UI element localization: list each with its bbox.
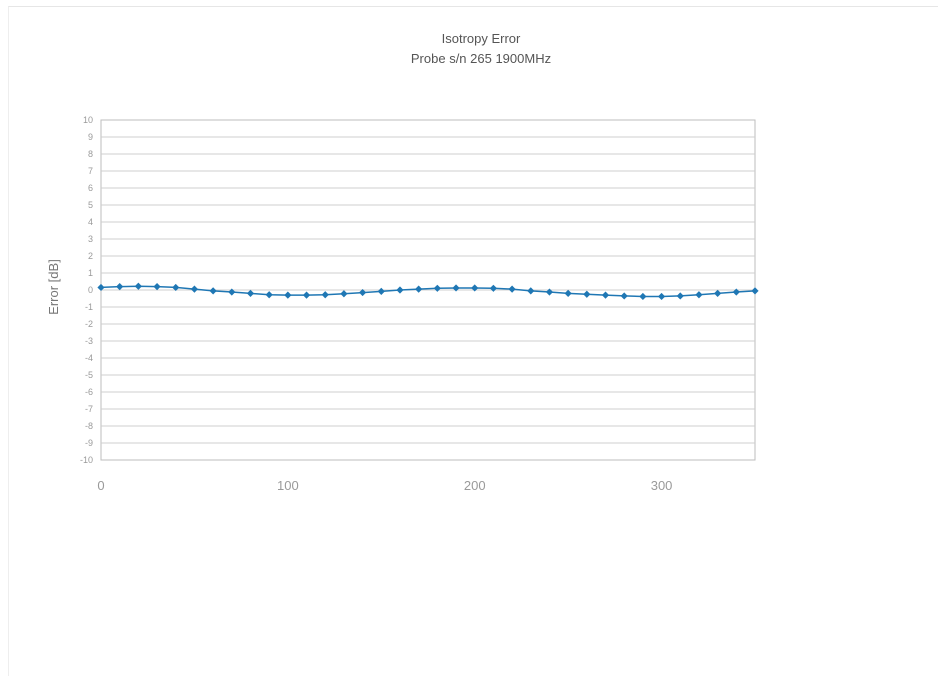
y-tick-label: 0 <box>88 285 93 295</box>
y-tick-label: -4 <box>85 353 93 363</box>
y-tick-label: -8 <box>85 421 93 431</box>
data-point <box>676 292 684 300</box>
y-tick-label: 10 <box>83 115 93 125</box>
y-tick-label: 3 <box>88 234 93 244</box>
gridlines <box>101 136 755 444</box>
x-tick-label: 0 <box>97 478 104 493</box>
y-axis-label: Error [dB] <box>46 259 61 315</box>
y-tick-label: 4 <box>88 217 93 227</box>
data-point <box>302 291 311 299</box>
data-point <box>620 292 628 300</box>
chart-title: Isotropy Error <box>442 31 521 46</box>
data-point <box>359 288 367 297</box>
y-tick-label: 5 <box>88 200 93 210</box>
data-point <box>134 282 142 290</box>
data-point <box>583 290 591 298</box>
x-tick-label: 200 <box>464 478 486 493</box>
data-point <box>695 291 703 299</box>
y-tick-label: -6 <box>85 387 93 397</box>
data-point <box>639 292 647 301</box>
data-point <box>564 289 572 297</box>
data-point <box>284 291 292 299</box>
y-tick-label: 8 <box>88 149 93 159</box>
y-tick-label: -7 <box>85 404 93 414</box>
data-point <box>265 291 273 299</box>
y-tick-label: -2 <box>85 319 93 329</box>
data-point <box>714 289 722 297</box>
y-tick-label: 6 <box>88 183 93 193</box>
y-tick-label: -9 <box>85 438 93 448</box>
data-point <box>209 287 217 295</box>
x-tick-label: 300 <box>651 478 673 493</box>
x-tick-labels: 0 100 200 300 <box>97 478 672 493</box>
y-tick-label: 7 <box>88 166 93 176</box>
chart-subtitle: Probe s/n 265 1900MHz <box>411 51 551 66</box>
chart-frame <box>8 6 938 676</box>
y-tick-label: -3 <box>85 336 93 346</box>
data-point <box>433 284 441 292</box>
data-point <box>97 283 105 292</box>
data-point <box>527 287 535 295</box>
data-point <box>489 284 497 292</box>
data-point <box>340 290 348 298</box>
data-point <box>228 288 236 296</box>
data-point <box>246 289 255 297</box>
y-tick-label: 9 <box>88 132 93 142</box>
y-tick-label: -1 <box>85 302 93 312</box>
data-point <box>396 286 404 294</box>
data-point <box>321 291 329 299</box>
data-point <box>172 283 180 292</box>
data-point <box>657 292 666 301</box>
y-tick-label: -5 <box>85 370 93 380</box>
data-point <box>190 285 199 293</box>
data-point <box>601 291 610 299</box>
y-tick-label: 1 <box>88 268 93 278</box>
data-point <box>732 288 740 296</box>
y-tick-label: 2 <box>88 251 93 261</box>
data-point <box>471 284 479 292</box>
data-point <box>452 284 460 292</box>
data-point <box>116 283 124 291</box>
data-point <box>153 283 161 291</box>
data-point <box>415 285 423 293</box>
data-point <box>377 287 385 295</box>
series-points <box>97 282 759 301</box>
x-tick-label: 100 <box>277 478 299 493</box>
data-point <box>508 285 516 293</box>
y-tick-label: -10 <box>80 455 93 465</box>
data-point <box>751 287 759 295</box>
data-point <box>545 288 554 296</box>
